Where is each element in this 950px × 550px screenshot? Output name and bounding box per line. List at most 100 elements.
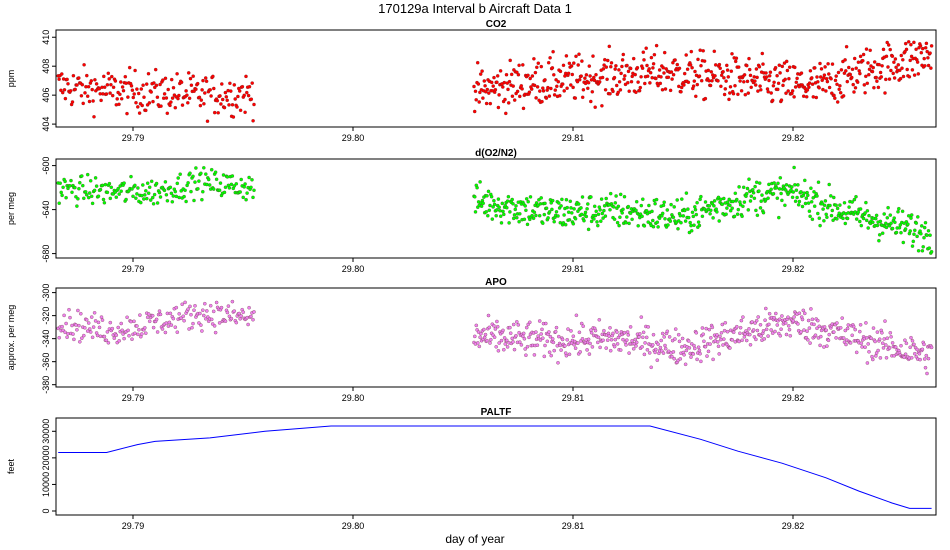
data-point — [634, 199, 639, 204]
data-point — [777, 187, 782, 191]
data-point — [496, 105, 501, 110]
data-point — [485, 213, 490, 218]
data-point — [699, 194, 703, 199]
data-point — [829, 76, 833, 81]
data-point — [244, 74, 248, 79]
data-point — [595, 340, 600, 345]
data-point — [162, 92, 167, 96]
data-point — [119, 189, 124, 194]
data-point — [866, 61, 870, 65]
data-point — [896, 62, 901, 67]
data-point — [472, 194, 477, 199]
data-point — [863, 345, 867, 350]
data-point — [228, 81, 232, 86]
data-point — [193, 180, 197, 184]
data-point — [739, 318, 744, 323]
data-point — [885, 215, 890, 220]
data-point — [65, 77, 69, 82]
data-point — [534, 330, 538, 334]
data-point — [771, 83, 776, 88]
data-point — [791, 318, 796, 323]
data-point — [772, 80, 776, 85]
y-tick-label: -340 — [41, 330, 51, 348]
data-point — [556, 360, 560, 365]
data-point — [712, 199, 717, 203]
data-point — [691, 352, 696, 356]
data-point — [731, 91, 736, 96]
data-point — [562, 213, 566, 217]
data-point — [83, 91, 87, 95]
data-point — [715, 332, 719, 337]
data-point — [76, 196, 80, 201]
data-point — [899, 53, 904, 58]
data-point — [102, 200, 107, 205]
data-point — [751, 328, 756, 332]
data-point — [545, 339, 550, 344]
data-point — [777, 317, 782, 322]
data-point — [778, 71, 782, 75]
y-axis-label: feet — [6, 458, 16, 474]
data-point — [573, 216, 578, 221]
data-point — [661, 203, 666, 208]
data-point — [81, 101, 86, 106]
data-point — [643, 341, 647, 345]
data-point — [801, 308, 806, 313]
data-point — [804, 94, 809, 99]
data-point — [690, 65, 694, 70]
data-point — [712, 49, 717, 54]
data-point — [864, 200, 868, 205]
data-point — [848, 72, 853, 77]
data-point — [724, 212, 728, 217]
data-point — [698, 351, 702, 356]
data-point — [881, 346, 886, 350]
data-point — [162, 188, 167, 193]
data-point — [821, 87, 825, 92]
data-point — [806, 201, 811, 205]
data-point — [84, 192, 89, 197]
data-point — [481, 96, 485, 100]
data-point — [835, 82, 839, 87]
data-point — [764, 327, 769, 332]
data-point — [857, 219, 862, 224]
data-point — [915, 215, 920, 219]
data-point — [773, 65, 778, 70]
data-point — [877, 62, 881, 67]
data-point — [767, 322, 771, 327]
data-point — [524, 208, 528, 213]
data-point — [926, 63, 931, 68]
data-point — [790, 89, 795, 93]
data-point — [186, 180, 190, 185]
data-point — [187, 96, 192, 101]
data-point — [915, 347, 919, 352]
data-point — [568, 83, 573, 87]
data-point — [136, 91, 141, 96]
data-point — [211, 74, 215, 79]
data-point — [596, 335, 601, 340]
data-point — [495, 80, 499, 85]
data-point — [566, 210, 571, 215]
data-point — [618, 88, 623, 92]
data-point — [645, 63, 649, 68]
data-point — [598, 208, 602, 212]
data-point — [562, 89, 567, 93]
data-point — [889, 221, 893, 226]
data-point — [648, 70, 653, 75]
data-point — [552, 348, 557, 353]
data-point — [514, 204, 518, 208]
data-point — [876, 348, 880, 353]
data-point — [636, 80, 640, 84]
data-point — [827, 182, 832, 187]
data-point — [231, 115, 236, 119]
data-point — [822, 345, 826, 349]
data-point — [492, 198, 496, 203]
data-point — [695, 200, 699, 205]
data-point — [912, 228, 917, 233]
data-point — [230, 174, 235, 178]
data-point — [590, 89, 595, 94]
data-point — [472, 109, 477, 114]
data-point — [517, 219, 521, 224]
data-point — [919, 231, 923, 236]
data-point — [203, 76, 208, 80]
data-point — [618, 348, 623, 352]
data-point — [604, 65, 609, 69]
